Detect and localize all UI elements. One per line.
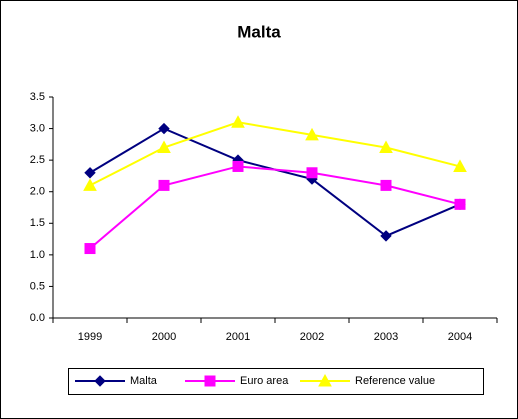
- data-point: [157, 140, 171, 154]
- y-tick-label: 1.5: [30, 217, 45, 229]
- data-point: [380, 179, 392, 191]
- chart-title: Malta: [237, 22, 281, 41]
- data-point: [83, 178, 97, 191]
- x-tick-label: 2002: [300, 331, 324, 343]
- x-tick-label: 2003: [374, 331, 398, 343]
- y-tick-label: 0.5: [30, 280, 45, 292]
- x-tick-label: 1999: [78, 331, 102, 343]
- data-point: [305, 127, 319, 141]
- legend-marker: [94, 375, 106, 387]
- y-tick-label: 3.0: [30, 122, 45, 134]
- series-line: [89, 165, 461, 250]
- data-point: [380, 230, 392, 242]
- legend-label: Euro area: [240, 375, 289, 387]
- x-tick-label: 2000: [152, 331, 176, 343]
- data-point: [231, 115, 245, 128]
- legend-label: Malta: [130, 375, 158, 387]
- data-point: [453, 159, 467, 172]
- legend-marker: [318, 373, 332, 387]
- legend-marker: [204, 375, 216, 387]
- x-tick-label: 2001: [226, 331, 250, 343]
- series-line: [89, 121, 461, 187]
- data-point: [232, 160, 244, 172]
- data-point: [84, 243, 96, 255]
- data-point: [158, 179, 170, 191]
- x-tick-label: 2004: [448, 331, 472, 343]
- data-point: [158, 122, 170, 135]
- data-point: [306, 167, 318, 179]
- legend-box: [68, 368, 484, 395]
- data-point: [379, 140, 393, 154]
- y-tick-label: 0.0: [30, 312, 45, 324]
- y-tick-label: 2.0: [30, 186, 45, 198]
- legend-label: Reference value: [355, 375, 435, 387]
- y-tick-label: 1.0: [30, 249, 45, 261]
- data-point: [84, 167, 96, 179]
- y-tick-label: 3.5: [30, 91, 45, 103]
- data-point: [454, 198, 466, 210]
- y-tick-label: 2.5: [30, 154, 45, 166]
